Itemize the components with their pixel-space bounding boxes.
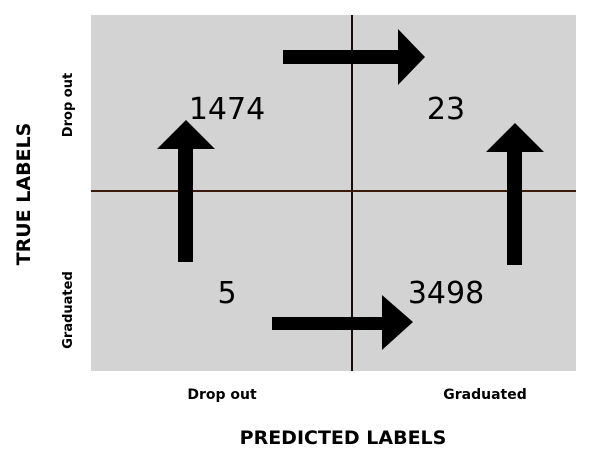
- matrix-background: [91, 15, 576, 371]
- row-label-dropout: Drop out: [61, 73, 76, 137]
- cell-dropout-dropout: 1474: [189, 92, 265, 127]
- arrow-top-right-icon: [283, 29, 425, 85]
- arrow-left-up-icon: [157, 120, 215, 262]
- row-label-graduated: Graduated: [61, 271, 76, 349]
- cell-graduated-dropout: 5: [217, 276, 236, 311]
- col-label-graduated: Graduated: [443, 387, 527, 403]
- x-axis-title: PREDICTED LABELS: [240, 427, 447, 449]
- y-axis-title: TRUE LABELS: [13, 123, 35, 266]
- col-label-dropout: Drop out: [187, 387, 257, 403]
- cell-graduated-graduated: 3498: [408, 276, 484, 311]
- arrow-right-up-icon: [486, 123, 544, 265]
- cell-dropout-graduated: 23: [427, 92, 465, 127]
- arrow-bottom-right-icon: [272, 295, 413, 350]
